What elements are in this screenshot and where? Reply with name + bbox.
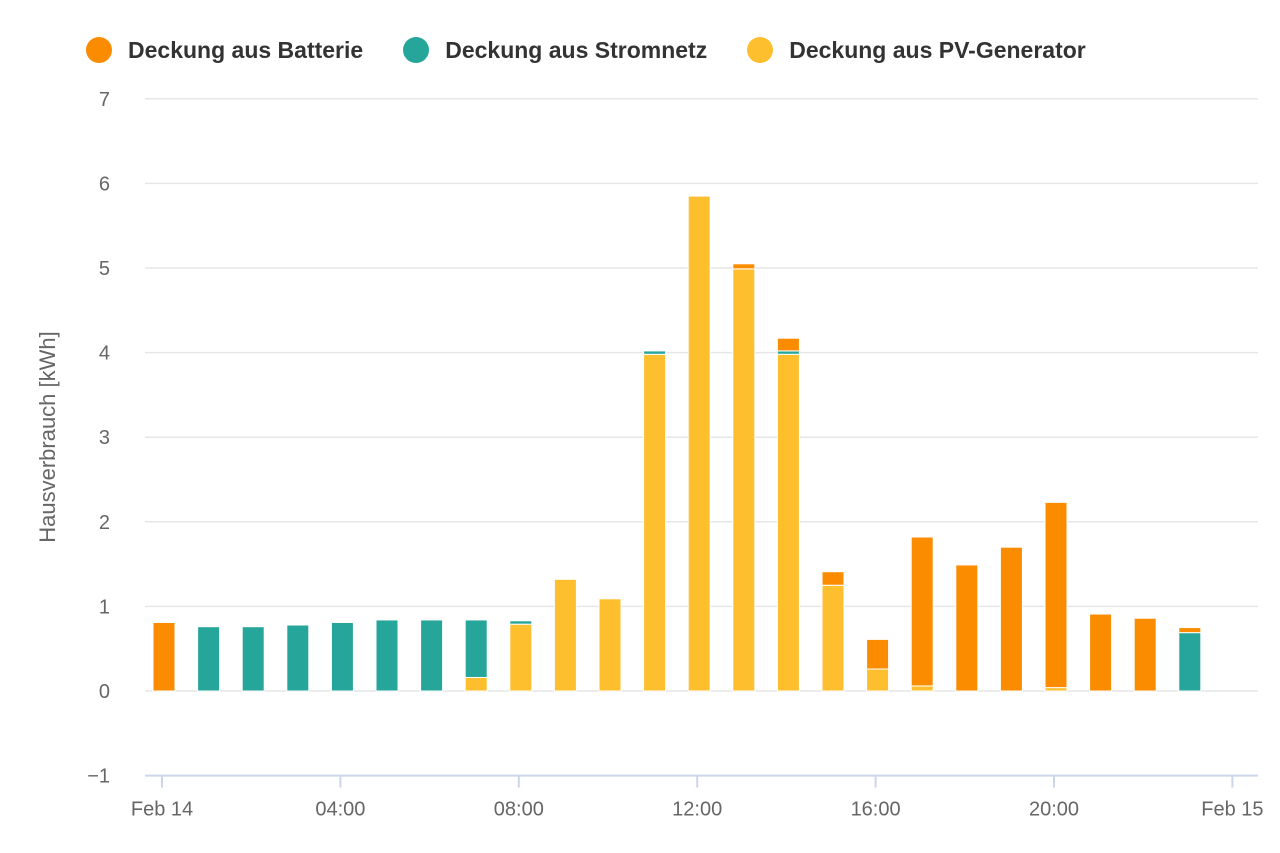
y-tick-label: −1 <box>87 766 110 788</box>
x-tick-label: 12:00 <box>672 799 722 821</box>
bar-deckung-aus-pv-generator-h9[interactable] <box>553 578 577 692</box>
bar-deckung-aus-pv-generator-h12[interactable] <box>687 195 711 692</box>
bar-deckung-aus-stromnetz-h2[interactable] <box>241 626 265 692</box>
bar-deckung-aus-pv-generator-h17[interactable] <box>910 685 934 692</box>
bar-deckung-aus-pv-generator-h8[interactable] <box>509 623 533 692</box>
x-tick-label: 08:00 <box>494 799 544 821</box>
legend-marker-pv-generator <box>747 37 774 63</box>
bar-deckung-aus-stromnetz-h4[interactable] <box>330 621 354 692</box>
bar-deckung-aus-pv-generator-h15[interactable] <box>821 584 845 692</box>
bar-deckung-aus-batterie-h22[interactable] <box>1133 617 1157 692</box>
bar-deckung-aus-batterie-h21[interactable] <box>1089 613 1113 692</box>
bar-deckung-aus-stromnetz-h5[interactable] <box>375 619 399 692</box>
bar-deckung-aus-batterie-h16[interactable] <box>866 638 890 670</box>
bar-deckung-aus-stromnetz-h1[interactable] <box>197 626 221 692</box>
bar-deckung-aus-pv-generator-h13[interactable] <box>732 268 756 692</box>
x-tick-label: Feb 14 <box>131 799 193 821</box>
x-tick-label: 20:00 <box>1029 799 1079 821</box>
bar-deckung-aus-batterie-h15[interactable] <box>821 571 845 586</box>
bar-deckung-aus-stromnetz-h14[interactable] <box>776 350 800 355</box>
bar-deckung-aus-stromnetz-h11[interactable] <box>643 350 667 355</box>
y-axis-ticks: −1 0 1 2 3 4 5 6 7 <box>87 89 110 788</box>
bar-deckung-aus-batterie-h0[interactable] <box>152 621 176 692</box>
y-tick-label: 7 <box>99 89 110 111</box>
y-tick-label: 3 <box>99 427 110 449</box>
legend-label-pv-generator: Deckung aus PV-Generator <box>789 36 1086 63</box>
legend-item-pv-generator[interactable]: Deckung aus PV-Generator <box>747 37 1086 64</box>
y-tick-label: 6 <box>99 173 110 195</box>
bar-deckung-aus-stromnetz-h6[interactable] <box>420 619 444 692</box>
bar-deckung-aus-stromnetz-h3[interactable] <box>286 624 310 692</box>
x-tick-label: 04:00 <box>315 799 365 821</box>
legend: Deckung aus Batterie Deckung aus Stromne… <box>86 34 1126 66</box>
bar-deckung-aus-pv-generator-h14[interactable] <box>776 353 800 692</box>
legend-marker-stromnetz <box>403 37 430 63</box>
bars <box>152 195 1202 692</box>
bar-deckung-aus-batterie-h13[interactable] <box>732 263 756 270</box>
bar-deckung-aus-stromnetz-h23[interactable] <box>1178 632 1202 692</box>
y-axis-title: Hausverbrauch [kWh] <box>35 331 60 543</box>
legend-item-batterie[interactable]: Deckung aus Batterie <box>86 37 363 64</box>
bar-deckung-aus-batterie-h17[interactable] <box>910 536 934 687</box>
bar-deckung-aus-batterie-h23[interactable] <box>1178 627 1202 634</box>
y-tick-label: 0 <box>99 681 110 703</box>
legend-item-stromnetz[interactable]: Deckung aus Stromnetz <box>403 37 707 64</box>
bar-deckung-aus-batterie-h19[interactable] <box>999 546 1023 692</box>
y-tick-label: 1 <box>99 596 110 618</box>
bar-deckung-aus-stromnetz-h7[interactable] <box>464 619 488 678</box>
y-tick-label: 4 <box>99 343 110 365</box>
y-tick-label: 2 <box>99 512 110 534</box>
x-axis-ticks: Feb 14 04:00 08:00 12:00 16:00 20:00 Feb 15 <box>131 775 1264 821</box>
bar-deckung-aus-batterie-h20[interactable] <box>1044 501 1068 689</box>
bar-deckung-aus-pv-generator-h10[interactable] <box>598 598 622 692</box>
bar-deckung-aus-stromnetz-h8[interactable] <box>509 620 533 625</box>
legend-marker-batterie <box>86 37 112 63</box>
bar-deckung-aus-pv-generator-h20[interactable] <box>1044 687 1068 692</box>
legend-label-stromnetz: Deckung aus Stromnetz <box>445 36 708 63</box>
bar-deckung-aus-pv-generator-h11[interactable] <box>643 353 667 692</box>
x-tick-label: 16:00 <box>851 799 901 821</box>
bar-deckung-aus-batterie-h14[interactable] <box>776 337 800 352</box>
bar-deckung-aus-batterie-h18[interactable] <box>955 564 979 692</box>
bar-deckung-aus-pv-generator-h16[interactable] <box>866 668 890 692</box>
bar-deckung-aus-pv-generator-h7[interactable] <box>464 676 488 692</box>
legend-label-batterie: Deckung aus Batterie <box>128 36 364 63</box>
x-tick-label: Feb 15 <box>1201 799 1263 821</box>
y-tick-label: 5 <box>99 258 110 280</box>
